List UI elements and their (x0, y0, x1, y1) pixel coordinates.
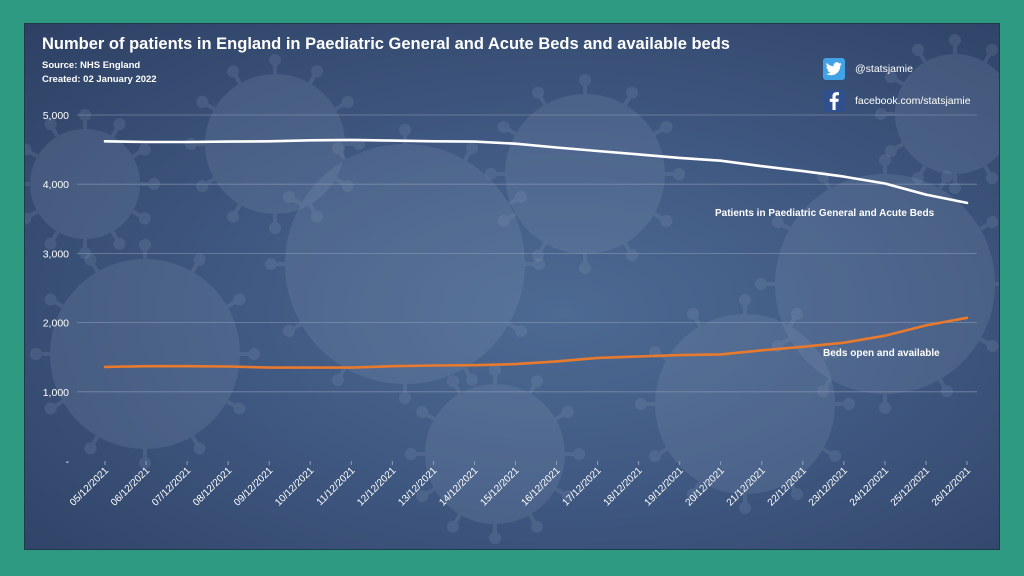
line-chart: - 1,000 2,000 3,000 4,000 5,000 05/12/202106/… (43, 110, 977, 509)
y-axis-ticks: - 1,000 2,000 3,000 4,000 5,000 (43, 110, 70, 468)
virus-shape (405, 364, 585, 544)
series-labels: Patients in Paediatric General and Acute… (715, 208, 940, 359)
x-tick-label: 26/12/2021 (930, 465, 973, 508)
x-axis-ticks: 05/12/202106/12/202107/12/202108/12/2021… (68, 461, 973, 509)
y-tick-label: 5,000 (43, 110, 69, 122)
x-tick-label: 12/12/2021 (355, 465, 398, 508)
virus-shape (875, 34, 999, 194)
x-tick-label: 14/12/2021 (437, 465, 480, 508)
facebook-link[interactable]: facebook.com/statsjamie (823, 90, 971, 112)
virus-shape (635, 294, 855, 514)
source-note: Source: NHS England (42, 60, 141, 71)
x-tick-label: 11/12/2021 (315, 465, 358, 508)
x-tick-label: 16/12/2021 (519, 465, 562, 508)
x-tick-label: 20/12/2021 (684, 465, 727, 508)
x-tick-label: 19/12/2021 (643, 465, 686, 508)
y-tick-label: 2,000 (43, 318, 69, 330)
patients-series-label: Patients in Paediatric General and Acute… (715, 208, 935, 219)
beds-series-label: Beds open and available (823, 348, 940, 359)
patients-line (103, 138, 969, 205)
twitter-link[interactable]: @statsjamie (823, 58, 913, 80)
chart-title: Number of patients in England in Paediat… (42, 35, 730, 53)
twitter-icon (823, 58, 845, 80)
x-tick-label: 13/12/2021 (396, 465, 439, 508)
virus-shape (755, 154, 999, 414)
x-tick-label: 05/12/2021 (68, 465, 111, 508)
x-tick-label: 21/12/2021 (725, 465, 768, 508)
virus-shape (30, 239, 260, 469)
x-tick-label: 06/12/2021 (109, 465, 152, 508)
x-tick-label: 07/12/2021 (150, 465, 193, 508)
x-tick-label: 18/12/2021 (602, 465, 645, 508)
chart-frame: - 1,000 2,000 3,000 4,000 5,000 05/12/2021 06/… (24, 23, 1000, 550)
facebook-icon (823, 90, 845, 112)
x-tick-label: 23/12/2021 (807, 465, 850, 508)
virus-shape (485, 74, 685, 274)
virus-shape (185, 54, 365, 234)
y-tick-label: - (66, 456, 70, 468)
y-tick-label: 1,000 (43, 387, 69, 399)
series-lines (103, 138, 969, 369)
x-tick-label: 22/12/2021 (766, 465, 809, 508)
gridlines (77, 114, 977, 393)
beds-available-line (103, 316, 969, 369)
virus-background-art (25, 34, 999, 544)
x-tick-label: 15/12/2021 (478, 465, 521, 508)
x-tick-label: 17/12/2021 (561, 465, 604, 508)
x-tick-label: 08/12/2021 (191, 465, 234, 508)
virus-shape (265, 124, 545, 404)
x-tick-label: 10/12/2021 (273, 465, 316, 508)
x-tick-label: 25/12/2021 (889, 465, 932, 508)
facebook-page: facebook.com/statsjamie (855, 95, 971, 107)
x-tick-label: 09/12/2021 (232, 465, 275, 508)
created-date: Created: 02 January 2022 (42, 74, 157, 85)
y-tick-label: 4,000 (43, 179, 69, 191)
x-tick-label: 24/12/2021 (848, 465, 891, 508)
twitter-handle: @statsjamie (855, 63, 913, 75)
y-tick-label: 3,000 (43, 248, 69, 260)
